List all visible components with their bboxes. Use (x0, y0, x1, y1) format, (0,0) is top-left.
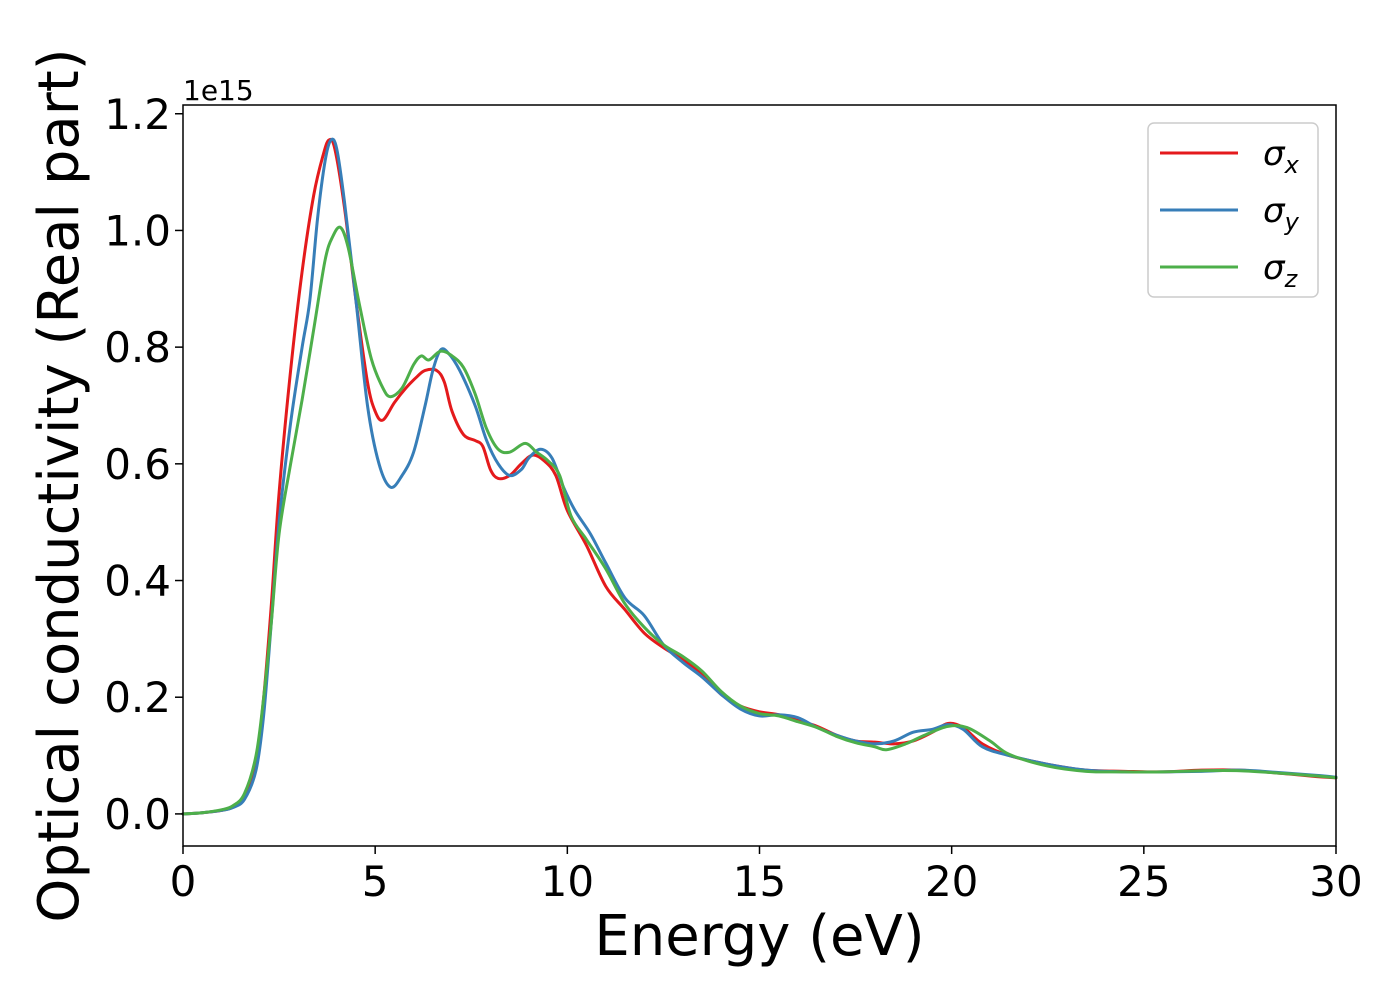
y-tick-label: 0.4 (104, 557, 171, 606)
series-line-z (181, 225, 1338, 816)
x-tick-label: 25 (1117, 857, 1170, 906)
legend-entry-y: σy (1263, 191, 1300, 236)
y-tick-label: 0.2 (104, 673, 171, 722)
legend-symbol: σ (1263, 134, 1286, 174)
x-axis: 0 5 10 15 20 25 30 (170, 846, 1363, 906)
y-tick-label: 0.6 (104, 440, 171, 489)
y-offset-label: 1e15 (183, 74, 254, 107)
legend-subscript: x (1284, 151, 1300, 179)
y-tick-label: 1.0 (104, 206, 171, 255)
y-axis-label: Optical conductivity (Real part) (27, 48, 92, 922)
legend-entry-z: σz (1263, 248, 1299, 293)
y-tick-label: 0.8 (104, 323, 171, 372)
x-tick-label: 30 (1309, 857, 1362, 906)
x-tick-label: 5 (362, 857, 389, 906)
legend-symbol: σ (1263, 248, 1286, 288)
y-axis: 0.0 0.2 0.4 0.6 0.8 1.0 1.2 (104, 90, 183, 839)
x-tick-label: 20 (925, 857, 978, 906)
legend-entry-x: σx (1263, 134, 1300, 179)
x-axis-label: Energy (eV) (594, 904, 924, 969)
x-tick-label: 0 (170, 857, 197, 906)
legend-subscript: z (1284, 265, 1299, 293)
x-tick-label: 15 (733, 857, 786, 906)
x-tick-label: 10 (541, 857, 594, 906)
legend-symbol: σ (1263, 191, 1286, 231)
series-layer (181, 137, 1338, 816)
legend-subscript: y (1284, 208, 1300, 236)
y-tick-label: 0.0 (104, 790, 171, 839)
y-tick-label: 1.2 (104, 90, 171, 139)
